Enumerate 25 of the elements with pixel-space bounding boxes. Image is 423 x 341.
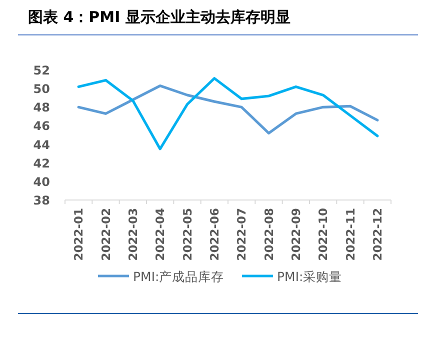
y-tick-label: 38 [33, 194, 50, 208]
x-tick-label: 2022-11 [343, 208, 358, 261]
x-tick-label: 2022-10 [316, 208, 330, 261]
x-tick-label: 2022-06 [207, 208, 222, 261]
x-tick-label: 2022-08 [262, 208, 276, 261]
y-tick-label: 40 [33, 174, 50, 189]
x-tick-label: 2022-02 [98, 208, 113, 261]
x-tick-label: 2022-12 [370, 208, 384, 261]
y-tick-label: 50 [33, 82, 50, 96]
y-tick-label: 48 [33, 100, 50, 115]
y-tick-label: 46 [33, 119, 50, 134]
x-tick-label: 2022-07 [234, 208, 249, 261]
chart-title: 图表 4：PMI 显示企业主动去库存明显 [28, 8, 290, 26]
x-tick-label: 2022-04 [153, 208, 168, 261]
y-tick-label: 42 [33, 156, 50, 170]
x-tick-label: 2022-05 [180, 208, 194, 261]
x-tick-label: 2022-03 [126, 208, 140, 261]
legend-label: PMI:采购量 [277, 269, 342, 284]
line-series [77, 84, 379, 134]
x-tick-label: 2022-09 [288, 208, 303, 261]
legend-label: PMI:产成品库存 [133, 269, 224, 284]
y-tick-label: 44 [33, 138, 50, 152]
line-series [77, 77, 379, 150]
y-tick-label: 52 [33, 64, 50, 78]
x-tick-label: 2022-01 [72, 208, 86, 261]
